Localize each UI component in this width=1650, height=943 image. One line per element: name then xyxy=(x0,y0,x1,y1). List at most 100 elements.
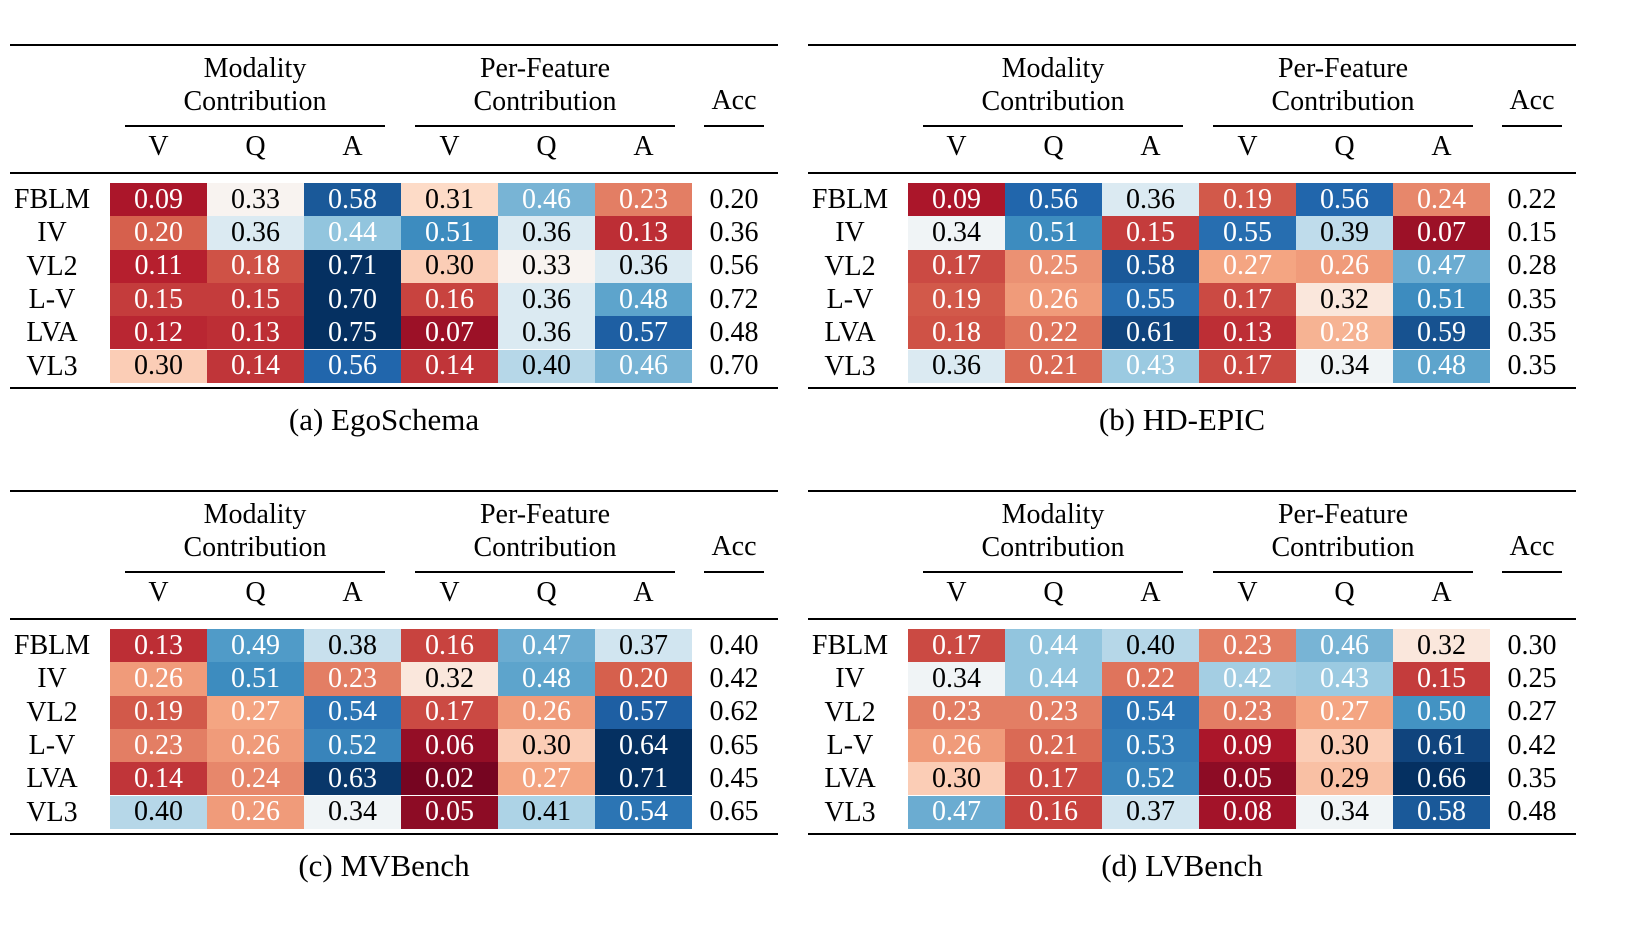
heatmap-cell: 0.11 xyxy=(110,249,207,283)
heatmap-cell: 0.61 xyxy=(1102,316,1199,350)
sub-column-header: Q xyxy=(1334,577,1355,608)
heatmap-cell: 0.15 xyxy=(207,282,304,317)
group-header-perfeature-line1: Per-Feature xyxy=(479,53,611,84)
heatmap-cell: 0.13 xyxy=(595,216,692,250)
heatmap-cell: 0.22 xyxy=(1005,316,1102,350)
heatmap-cell: 0.48 xyxy=(1393,349,1490,383)
row-label: VL3 xyxy=(824,350,876,382)
heatmap-cell: 0.15 xyxy=(1102,216,1199,250)
row-label: IV xyxy=(835,217,865,249)
heatmap-cell: 0.30 xyxy=(1296,728,1393,763)
cmidrule-modality xyxy=(125,125,385,127)
heatmap-cell: 0.05 xyxy=(1199,762,1296,796)
heatmap-cell: 0.16 xyxy=(401,629,498,663)
bottom-rule xyxy=(808,833,1576,835)
acc-cell: 0.36 xyxy=(709,216,759,248)
heatmap-cell: 0.36 xyxy=(908,349,1005,383)
heatmap-cell: 0.54 xyxy=(304,695,401,729)
group-header-perfeature: Per-Feature Contribution xyxy=(1213,52,1473,118)
acc-cell: 0.20 xyxy=(709,183,759,215)
heatmap-cell: 0.23 xyxy=(1199,629,1296,663)
heatmap-cell: 0.14 xyxy=(207,349,304,383)
row-label: FBLM xyxy=(13,630,91,661)
heatmap-cell: 0.42 xyxy=(1199,662,1296,696)
heatmap-cell: 0.56 xyxy=(1005,183,1102,217)
heatmap-table-panel: Modality Contribution Per-Feature Contribut… xyxy=(10,490,778,935)
heatmap-cell: 0.39 xyxy=(1296,216,1393,250)
group-header-perfeature-line2: Contribution xyxy=(473,86,617,117)
group-header-perfeature-line1: Per-Feature xyxy=(1277,53,1409,84)
sub-column-header: V xyxy=(1237,577,1258,608)
acc-cell: 0.25 xyxy=(1507,662,1557,694)
group-header-perfeature: Per-Feature Contribution xyxy=(415,52,675,118)
heatmap-cell: 0.54 xyxy=(595,795,692,829)
acc-cell: 0.35 xyxy=(1507,350,1557,382)
heatmap-cell: 0.17 xyxy=(1199,349,1296,383)
heatmap-cell: 0.32 xyxy=(401,662,498,696)
heatmap-cell: 0.48 xyxy=(595,282,692,317)
panel-caption: (d) LVBench xyxy=(1101,848,1263,883)
heatmap-cell: 0.55 xyxy=(1102,282,1199,317)
group-header-modality-line1: Modality xyxy=(203,499,307,530)
acc-cell: 0.35 xyxy=(1507,316,1557,348)
cmidrule-modality xyxy=(923,571,1183,573)
heatmap-cell: 0.26 xyxy=(1296,249,1393,283)
heatmap-cell: 0.18 xyxy=(207,249,304,283)
group-header-perfeature: Per-Feature Contribution xyxy=(1213,498,1473,564)
heatmap-cell: 0.23 xyxy=(595,183,692,217)
heatmap-cell: 0.41 xyxy=(498,795,595,829)
group-header-modality-line2: Contribution xyxy=(981,86,1125,117)
group-header-modality-line2: Contribution xyxy=(981,532,1125,563)
heatmap-cell: 0.34 xyxy=(908,216,1005,250)
cmidrule-perfeature xyxy=(1213,571,1473,573)
cmidrule-acc xyxy=(1502,571,1562,573)
group-header-modality: Modality Contribution xyxy=(923,498,1183,564)
sub-column-header: A xyxy=(1431,577,1452,608)
sub-column-header: A xyxy=(342,577,363,608)
sub-column-header: Q xyxy=(245,131,266,162)
heatmap-cell: 0.17 xyxy=(1199,282,1296,317)
acc-cell: 0.35 xyxy=(1507,283,1557,315)
acc-cell: 0.48 xyxy=(1507,796,1557,828)
acc-cell: 0.48 xyxy=(709,316,759,348)
heatmap-cell: 0.55 xyxy=(1199,216,1296,250)
heatmap-cell: 0.58 xyxy=(1393,795,1490,829)
group-header-modality: Modality Contribution xyxy=(923,52,1183,118)
heatmap-cell: 0.31 xyxy=(401,183,498,217)
heatmap-cell: 0.44 xyxy=(1005,662,1102,696)
heatmap-cell: 0.16 xyxy=(401,282,498,317)
heatmap-cell: 0.28 xyxy=(1296,316,1393,350)
row-label: VL2 xyxy=(824,250,876,282)
row-label: L-V xyxy=(826,729,874,761)
acc-cell: 0.70 xyxy=(709,350,759,382)
sub-column-header: V xyxy=(439,131,460,162)
heatmap-cell: 0.30 xyxy=(401,249,498,283)
acc-cell: 0.72 xyxy=(709,283,759,315)
cmidrule-acc xyxy=(704,125,764,127)
heatmap-cell: 0.48 xyxy=(498,662,595,696)
group-header-modality-line1: Modality xyxy=(1001,499,1105,530)
heatmap-cell: 0.32 xyxy=(1393,629,1490,663)
heatmap-cell: 0.52 xyxy=(304,728,401,763)
row-label: VL2 xyxy=(26,696,78,728)
heatmap-cell: 0.44 xyxy=(1005,629,1102,663)
heatmap-cell: 0.21 xyxy=(1005,728,1102,763)
cmidrule-perfeature xyxy=(1213,125,1473,127)
cmidrule-perfeature xyxy=(415,571,675,573)
heatmap-cell: 0.36 xyxy=(1102,183,1199,217)
acc-header: Acc xyxy=(711,531,757,562)
bottom-rule xyxy=(10,387,778,389)
heatmap-cell: 0.30 xyxy=(908,762,1005,796)
acc-cell: 0.15 xyxy=(1507,216,1557,248)
heatmap-cell: 0.43 xyxy=(1102,349,1199,383)
row-label: LVA xyxy=(824,763,876,795)
heatmap-cell: 0.26 xyxy=(498,695,595,729)
heatmap-cell: 0.02 xyxy=(401,762,498,796)
header-rule xyxy=(10,618,778,620)
heatmap-cell: 0.75 xyxy=(304,316,401,350)
heatmap-cell: 0.51 xyxy=(401,216,498,250)
heatmap-cell: 0.47 xyxy=(498,629,595,663)
sub-column-header: A xyxy=(1140,577,1161,608)
heatmap-cell: 0.07 xyxy=(401,316,498,350)
heatmap-cell: 0.71 xyxy=(595,762,692,796)
